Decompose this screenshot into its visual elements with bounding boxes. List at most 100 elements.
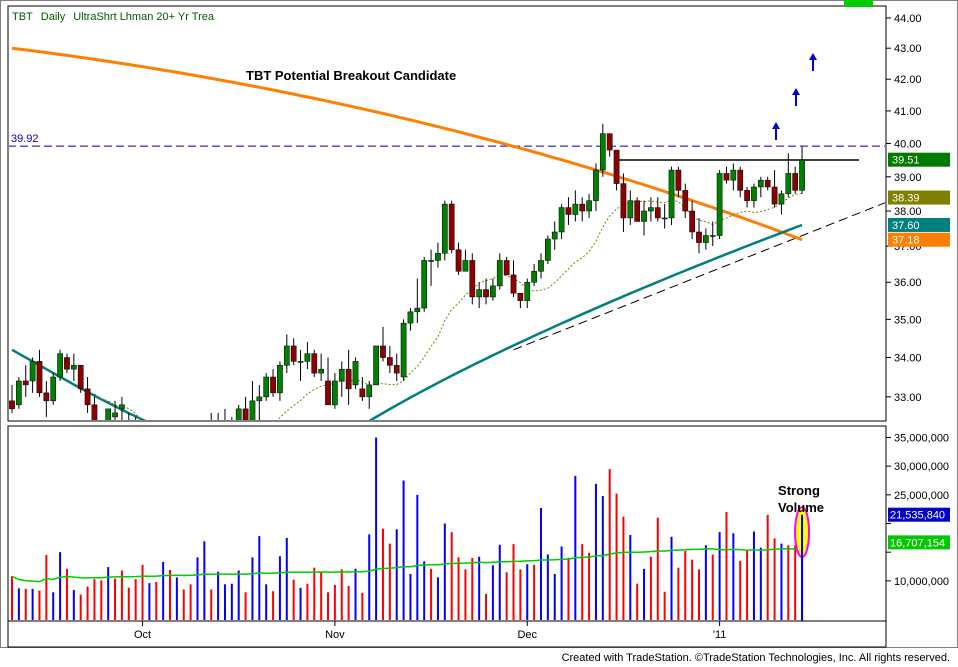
- candle-body: [297, 361, 304, 363]
- candle-body: [270, 376, 276, 394]
- volume-tick-label: 10,000,000: [894, 576, 949, 588]
- price-tick-label: 38.00: [894, 206, 922, 218]
- candle-body: [785, 173, 792, 195]
- candle-body: [311, 353, 318, 374]
- price-tag: [888, 217, 950, 232]
- candle-body: [510, 274, 517, 294]
- candle-body: [476, 289, 483, 298]
- candle-body: [483, 289, 489, 298]
- candle-body: [283, 345, 290, 366]
- breakout-arrowhead: [772, 122, 780, 129]
- candle-body: [462, 260, 469, 272]
- status-indicator[interactable]: [844, 0, 873, 7]
- candle-body: [723, 173, 730, 181]
- volume-average-line: [11, 547, 803, 583]
- candle-body: [318, 368, 324, 374]
- candle-body: [696, 231, 702, 243]
- breakout-arrowhead: [792, 88, 800, 95]
- candle-body: [345, 368, 352, 390]
- candle-body: [593, 169, 599, 201]
- candle-body: [414, 307, 421, 313]
- time-tick-label: Oct: [134, 629, 151, 641]
- candle-body: [9, 400, 15, 410]
- candle-body: [441, 203, 448, 254]
- volume-tag-label: 21,535,840: [890, 510, 945, 522]
- candle-body: [455, 249, 462, 272]
- candle-body: [586, 200, 592, 212]
- candle-body: [373, 345, 379, 386]
- volume-note-line2: Volume: [778, 500, 824, 515]
- volume-tag: [888, 535, 950, 550]
- price-pane-border: [7, 5, 887, 422]
- candle-body: [359, 388, 366, 398]
- candle-body: [43, 392, 50, 402]
- candle-body: [16, 380, 22, 406]
- chart-title: TBT Potential Breakout Candidate: [246, 68, 456, 83]
- candle-body: [764, 179, 771, 188]
- candle-body: [579, 203, 586, 212]
- credit-line: Created with TradeStation. ©TradeStation…: [561, 652, 950, 664]
- candle-body: [277, 365, 283, 394]
- candle-body: [352, 361, 359, 386]
- candle-body: [675, 169, 682, 191]
- candle-body: [77, 365, 84, 390]
- candle-body: [558, 207, 565, 233]
- price-tick-label: 34.00: [894, 353, 922, 365]
- candle-body: [709, 235, 716, 237]
- candle-body: [551, 231, 558, 240]
- price-plot: [9, 46, 885, 420]
- candle-body: [242, 408, 249, 420]
- price-tick-label: 36.00: [894, 277, 922, 289]
- price-tag-label: 37.18: [892, 235, 920, 247]
- candle-body: [366, 384, 373, 398]
- candle-body: [84, 388, 91, 406]
- time-tick-label: Dec: [517, 629, 537, 641]
- time-tick-label: Nov: [325, 629, 345, 641]
- candle-body: [654, 207, 661, 219]
- candle-body: [703, 235, 709, 243]
- price-tick-label: 40.00: [894, 138, 922, 150]
- price-tag-label: 39.51: [892, 155, 920, 167]
- ma-short-line: [94, 192, 803, 420]
- candle-body: [682, 190, 689, 212]
- candle-body: [538, 260, 544, 272]
- candle-body: [428, 260, 434, 262]
- candle-body: [634, 200, 641, 222]
- candle-body: [380, 345, 386, 358]
- candle-body: [393, 365, 400, 374]
- candle-body: [531, 271, 537, 283]
- price-tick-label: 44.00: [894, 13, 922, 25]
- header-symbol: TBT: [12, 11, 33, 23]
- candle-body: [771, 186, 778, 205]
- volume-tick-label: 30,000,000: [894, 461, 949, 473]
- candle-body: [290, 345, 297, 362]
- candle-body: [689, 210, 695, 233]
- candle-body: [435, 253, 441, 261]
- candle-body: [91, 404, 98, 420]
- candle-body: [641, 210, 647, 222]
- candle-body: [606, 133, 613, 151]
- candle-body: [256, 396, 263, 402]
- candle-body: [572, 203, 579, 215]
- time-axis-strip: [7, 620, 887, 648]
- candle-body: [325, 380, 331, 406]
- price-tag-label: 38.39: [892, 193, 920, 205]
- candle-body: [400, 322, 407, 378]
- candle-body: [744, 190, 750, 201]
- price-tick-label: 43.00: [894, 43, 922, 55]
- volume-note-line1: Strong: [778, 483, 820, 498]
- candle-body: [249, 400, 256, 420]
- candle-body: [792, 173, 799, 191]
- candle-body: [36, 361, 43, 394]
- candle-body: [620, 183, 627, 219]
- header-interval: Daily: [41, 11, 66, 23]
- candle-body: [503, 260, 510, 276]
- chart-frame: [0, 0, 958, 648]
- candle-body: [668, 169, 675, 219]
- volume-tick-label: 25,000,000: [894, 490, 949, 502]
- candle-body: [799, 159, 805, 191]
- price-tick-label: 42.00: [894, 74, 922, 86]
- candle-body: [778, 193, 785, 205]
- ma-mid-line: [11, 223, 803, 420]
